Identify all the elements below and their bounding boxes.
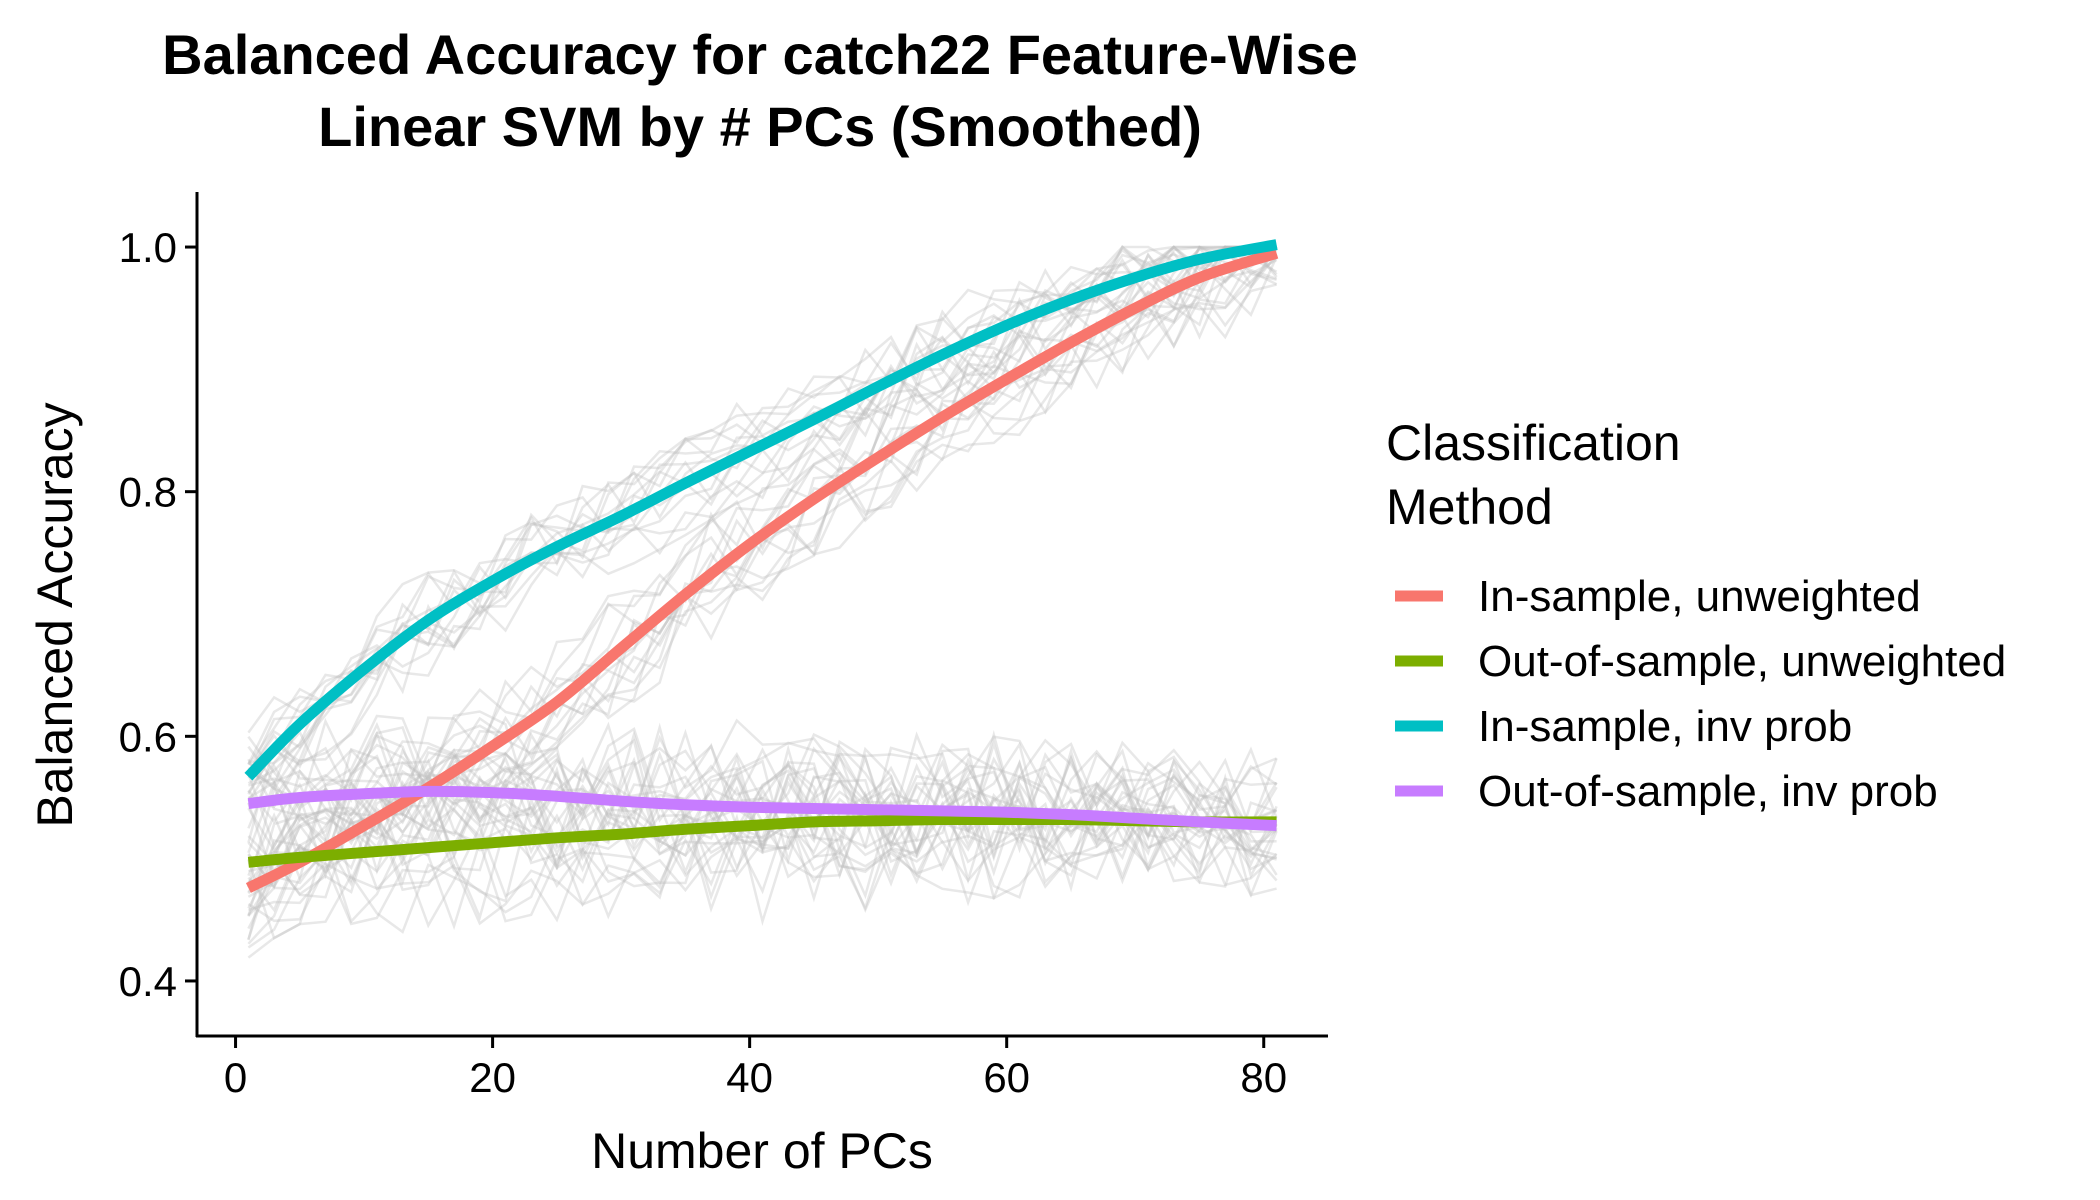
background-trace bbox=[247, 245, 1277, 765]
legend-label-out-of-sample-inv-prob: Out-of-sample, inv prob bbox=[1478, 767, 1938, 816]
x-tick-label: 0 bbox=[224, 1054, 247, 1101]
x-tick-label: 80 bbox=[1240, 1054, 1287, 1101]
background-trace bbox=[247, 767, 1278, 893]
chart-title-line-2: Linear SVM by # PCs (Smoothed) bbox=[318, 95, 1202, 158]
legend-label-out-of-sample-unweighted: Out-of-sample, unweighted bbox=[1478, 637, 2006, 686]
axes bbox=[195, 192, 1328, 1038]
x-tick-label: 20 bbox=[469, 1054, 516, 1101]
background-trace bbox=[247, 256, 1278, 945]
smoothed-series-group bbox=[244, 239, 1279, 893]
legend-title-line-1: Classification bbox=[1386, 415, 1681, 471]
background-trace bbox=[247, 746, 1277, 871]
background-trace bbox=[247, 269, 1277, 779]
background-trace bbox=[248, 245, 1277, 765]
background-trace bbox=[247, 747, 1278, 898]
background-trace bbox=[247, 754, 1278, 883]
background-trace bbox=[247, 794, 1278, 941]
chart-title-line-1: Balanced Accuracy for catch22 Feature-Wi… bbox=[162, 23, 1358, 86]
background-trace bbox=[247, 769, 1277, 900]
y-tick-label: 0.4 bbox=[119, 958, 177, 1005]
y-tick-label: 1.0 bbox=[119, 224, 177, 271]
background-trace bbox=[247, 740, 1278, 854]
background-trace bbox=[247, 245, 1277, 913]
x-axis-label: Number of PCs bbox=[591, 1123, 933, 1179]
series-line-in-sample-inv-prob bbox=[244, 239, 1278, 781]
background-trace bbox=[247, 270, 1278, 940]
legend-title-line-2: Method bbox=[1386, 479, 1553, 535]
background-trace bbox=[248, 256, 1278, 808]
x-tick-label: 60 bbox=[983, 1054, 1030, 1101]
background-trace bbox=[247, 746, 1278, 893]
background-trace bbox=[247, 726, 1277, 843]
x-axis-ticks: 0 20 40 60 80 bbox=[224, 1036, 1287, 1101]
series-line-out-of-sample-inv-prob bbox=[247, 785, 1277, 832]
background-trace bbox=[247, 244, 1278, 787]
chart-title: Balanced Accuracy for catch22 Feature-Wi… bbox=[162, 23, 1358, 158]
legend-items: In-sample, unweighted Out-of-sample, unwe… bbox=[1395, 572, 2006, 816]
background-trace bbox=[247, 245, 1278, 872]
background-trace bbox=[247, 742, 1277, 889]
background-trace bbox=[247, 245, 1278, 785]
background-trace bbox=[247, 748, 1278, 887]
y-axis-ticks: 0.4 0.6 0.8 1.0 bbox=[119, 224, 197, 1005]
y-axis-label: Balanced Accuracy bbox=[27, 402, 83, 827]
background-trace bbox=[247, 811, 1278, 959]
x-tick-label: 40 bbox=[726, 1054, 773, 1101]
background-trace bbox=[247, 245, 1278, 884]
y-tick-label: 0.8 bbox=[119, 469, 177, 516]
y-tick-label: 0.6 bbox=[119, 713, 177, 760]
background-trace bbox=[247, 743, 1278, 865]
background-trace bbox=[247, 710, 1277, 834]
legend: Classification Method In-sample, unweigh… bbox=[1386, 415, 2006, 816]
legend-label-in-sample-unweighted: In-sample, unweighted bbox=[1478, 572, 1921, 621]
background-trace bbox=[247, 746, 1278, 883]
background-trace bbox=[247, 245, 1277, 766]
background-trace bbox=[248, 780, 1277, 912]
legend-label-in-sample-inv-prob: In-sample, inv prob bbox=[1478, 702, 1852, 751]
background-trace bbox=[247, 716, 1278, 830]
